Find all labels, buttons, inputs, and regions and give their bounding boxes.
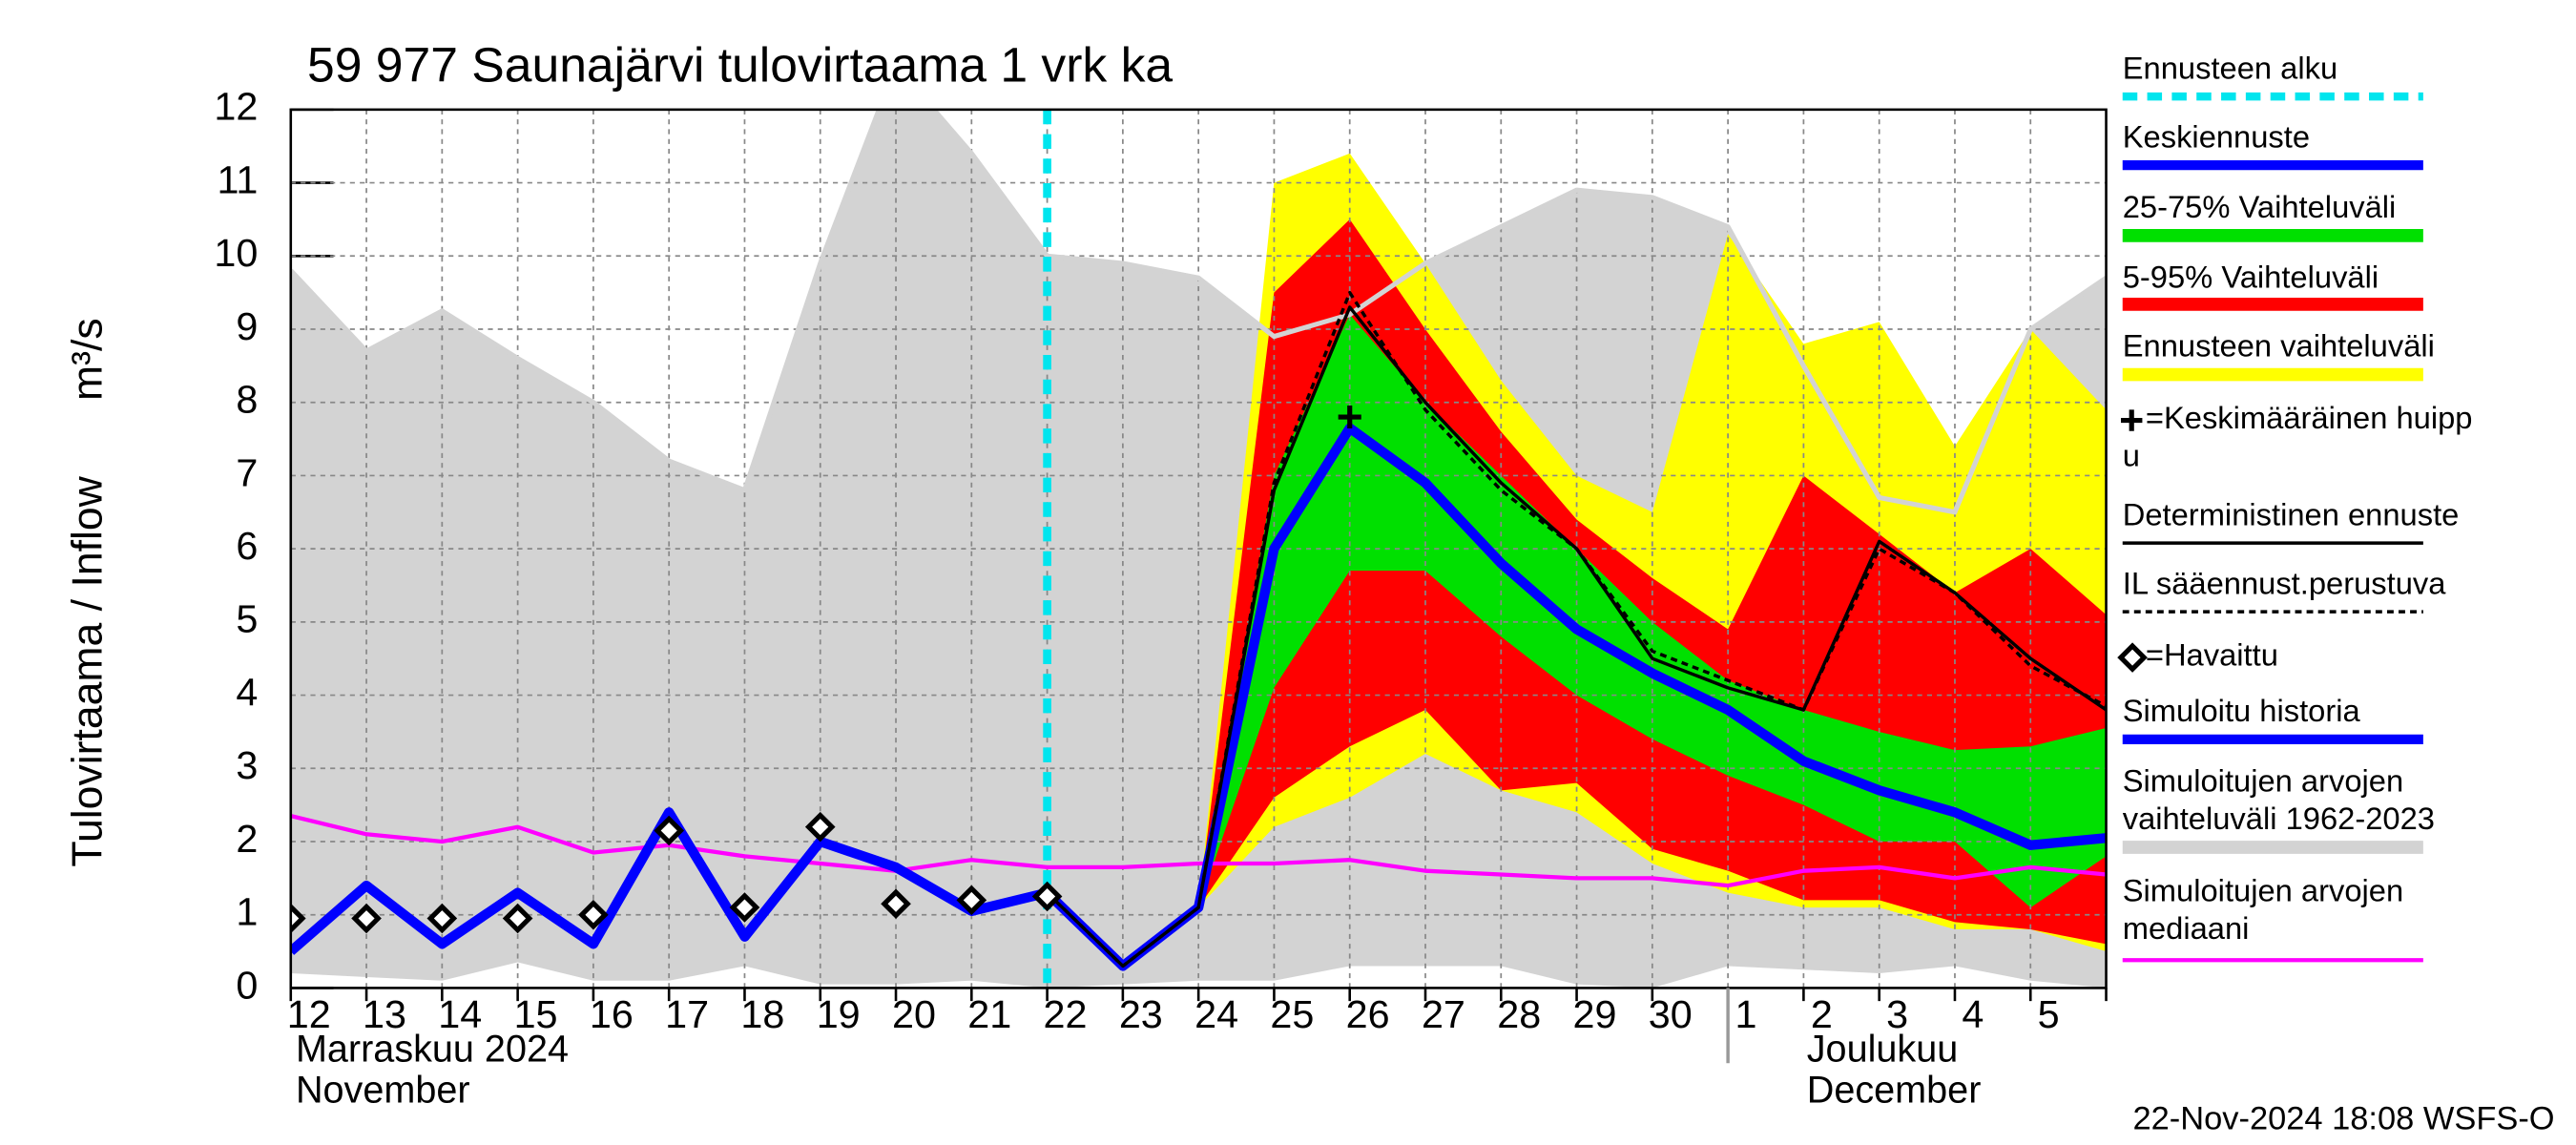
plot-area <box>290 109 2107 989</box>
x-tick-label: 24 <box>1195 992 1238 1036</box>
legend-label: Simuloitujen arvojen <box>2123 763 2403 799</box>
legend-label: =Havaittu <box>2146 637 2278 673</box>
x-tick-label: 23 <box>1119 992 1163 1036</box>
observed-marker <box>426 903 458 934</box>
y-tick-label: 4 <box>236 671 258 715</box>
legend-label: IL sääennust.perustuva <box>2123 565 2447 600</box>
legend-label: mediaani <box>2123 910 2250 946</box>
legend-label: Simuloitujen arvojen <box>2123 873 2403 908</box>
y-axis-label: Tulovirtaama / Inflow <box>64 475 111 866</box>
legend-label: vaihteluväli 1962-2023 <box>2123 801 2435 836</box>
footer: 22-Nov-2024 18:08 WSFS-O <box>2132 1100 2554 1136</box>
observed-marker <box>654 815 685 846</box>
x-tick-label: 18 <box>740 992 784 1036</box>
x-tick-label: 1 <box>1735 992 1757 1036</box>
month-label: November <box>296 1070 470 1112</box>
x-tick-label: 27 <box>1422 992 1465 1036</box>
x-tick-label: 4 <box>1962 992 1984 1036</box>
observed-marker <box>729 892 760 923</box>
chart-title: 59 977 Saunajärvi tulovirtaama 1 vrk ka <box>307 37 1173 93</box>
y-tick-label: 1 <box>236 890 258 934</box>
x-tick-label: 2 <box>1811 992 1833 1036</box>
x-tick-label: 14 <box>438 992 482 1036</box>
legend-label: =Keskimääräinen huipp <box>2146 400 2473 435</box>
observed-marker <box>804 811 836 843</box>
observed-marker <box>956 885 987 916</box>
x-tick-label: 15 <box>514 992 558 1036</box>
month-label: Joulukuu <box>1807 1029 1958 1071</box>
x-tick-label: 16 <box>590 992 634 1036</box>
line <box>290 814 2107 888</box>
x-tick-label: 28 <box>1497 992 1541 1036</box>
legend-label: 25-75% Vaihteluväli <box>2123 189 2397 224</box>
observed-marker <box>502 903 533 934</box>
legend-swatch <box>2117 642 2148 673</box>
x-tick-label: 12 <box>287 992 331 1036</box>
peak-marker <box>1338 406 1361 429</box>
y-axis-unit: m³/s <box>64 318 111 401</box>
x-tick-label: 17 <box>665 992 709 1036</box>
y-tick-label: 6 <box>236 524 258 568</box>
legend-label: 5-95% Vaihteluväli <box>2123 260 2379 295</box>
y-tick-label: 0 <box>236 963 258 1007</box>
observed-marker <box>1031 881 1063 912</box>
legend-label: Ennusteen vaihteluväli <box>2123 328 2435 364</box>
x-tick-label: 13 <box>363 992 406 1036</box>
legend-label: Simuloitu historia <box>2123 693 2361 728</box>
range-upper-line <box>290 109 2107 515</box>
x-tick-label: 29 <box>1573 992 1617 1036</box>
x-tick-label: 22 <box>1044 992 1088 1036</box>
y-tick-label: 9 <box>236 304 258 348</box>
y-tick-label: 3 <box>236 743 258 787</box>
x-tick-label: 19 <box>817 992 861 1036</box>
legend-swatch <box>2121 409 2143 431</box>
month-label: December <box>1807 1070 1982 1112</box>
band <box>1122 314 2107 967</box>
observed-marker <box>351 903 382 934</box>
legend-label: u <box>2123 438 2140 473</box>
legend-label: Keskiennuste <box>2123 118 2310 154</box>
legend-label: Deterministinen ennuste <box>2123 496 2460 531</box>
x-tick-label: 26 <box>1346 992 1390 1036</box>
observed-marker <box>578 899 609 930</box>
x-tick-label: 25 <box>1270 992 1314 1036</box>
line <box>290 807 1049 955</box>
y-tick-label: 10 <box>214 231 258 275</box>
observed-marker <box>290 903 306 934</box>
x-tick-label: 30 <box>1649 992 1693 1036</box>
x-tick-label: 5 <box>2038 992 2060 1036</box>
y-tick-label: 8 <box>236 378 258 422</box>
y-tick-label: 5 <box>236 597 258 641</box>
line <box>1046 290 2107 968</box>
line <box>1043 423 2107 971</box>
month-label: Marraskuu 2024 <box>296 1029 569 1071</box>
x-tick-label: 3 <box>1886 992 1908 1036</box>
y-tick-label: 7 <box>236 450 258 494</box>
y-tick-label: 11 <box>217 158 258 202</box>
x-tick-label: 20 <box>892 992 936 1036</box>
x-tick-label: 21 <box>967 992 1011 1036</box>
observed-marker <box>881 888 911 919</box>
y-tick-label: 2 <box>236 817 258 861</box>
legend-label: Ennusteen alku <box>2123 50 2337 85</box>
y-tick-label: 12 <box>214 85 258 129</box>
